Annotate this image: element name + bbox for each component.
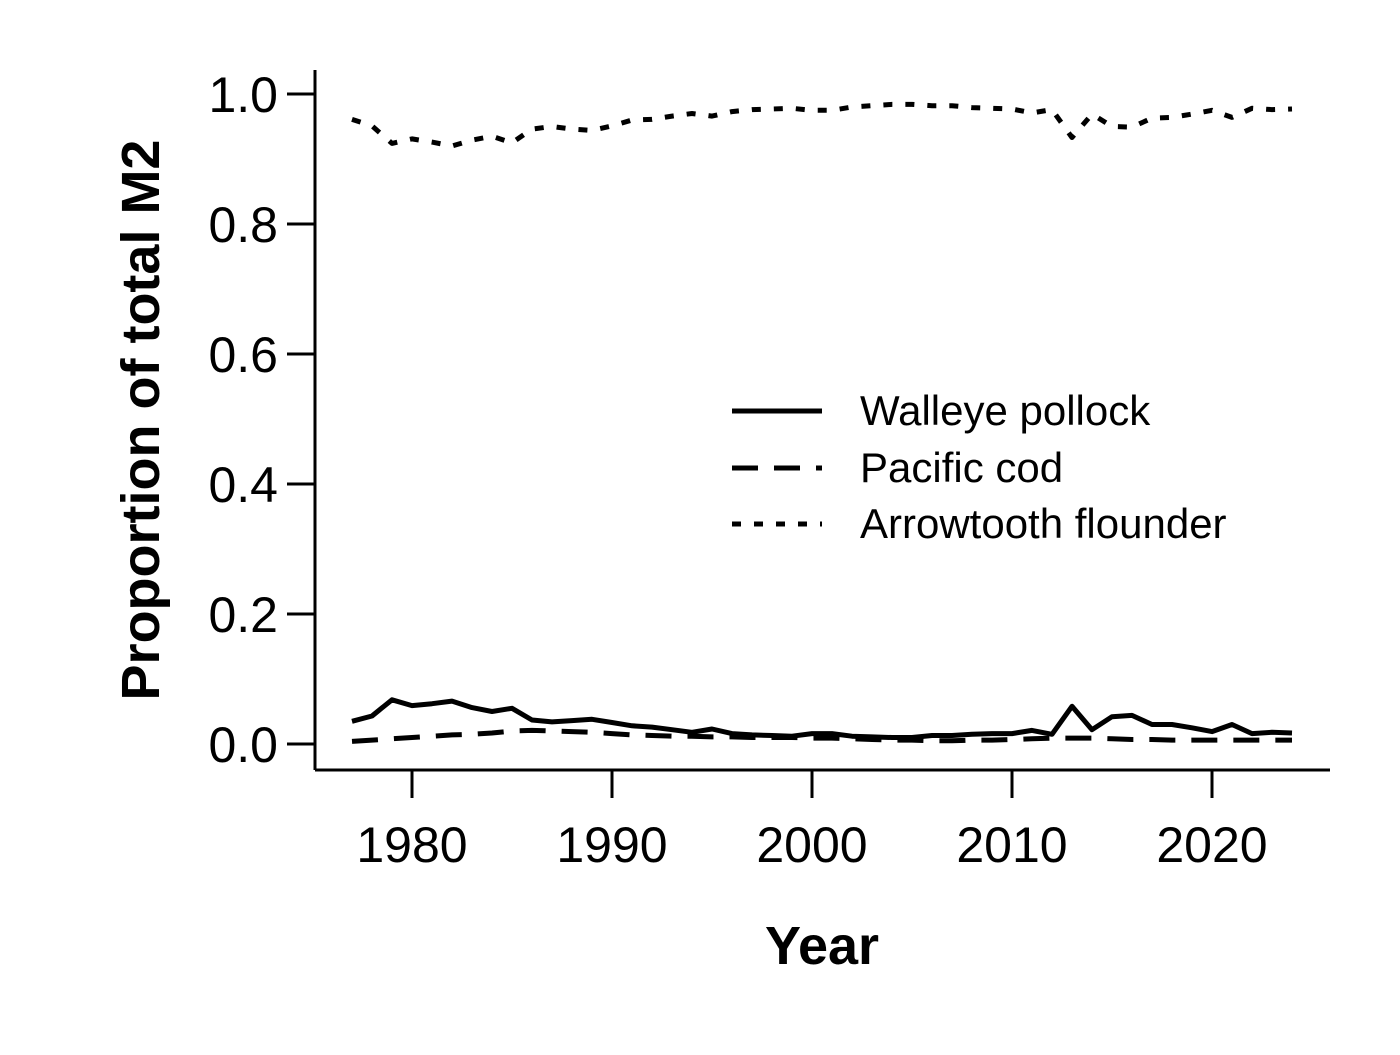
x-tick-label: 2020 (1156, 817, 1267, 873)
y-tick-label: 0.8 (208, 197, 278, 253)
series-line-walleye-pollock (351, 697, 1293, 740)
y-tick-label: 1.0 (208, 67, 278, 123)
legend-label: Walleye pollock (860, 387, 1151, 434)
x-axis-title: Year (765, 916, 879, 976)
x-tick-label: 2010 (956, 817, 1067, 873)
x-tick-label: 1980 (356, 817, 467, 873)
legend-label: Pacific cod (860, 444, 1063, 491)
x-tick-label: 2000 (756, 817, 867, 873)
ticks: 0.0 0.2 0.4 0.6 0.8 1.0 1980 1990 2000 2010 2020 (208, 67, 1267, 873)
series-line-arrowtooth-flounder (351, 101, 1293, 149)
series-line-pacific-cod (351, 727, 1292, 744)
y-axis-title: Proportion of total M2 (111, 140, 171, 701)
y-tick-label: 0.2 (208, 587, 278, 643)
y-tick-label: 0.0 (208, 717, 278, 773)
y-tick-label: 0.6 (208, 327, 278, 383)
axes (313, 70, 1330, 772)
y-tick-label: 0.4 (208, 457, 278, 513)
x-tick-label: 1990 (556, 817, 667, 873)
legend: Walleye pollock Pacific cod Arrowtooth flo… (732, 387, 1227, 547)
legend-label: Arrowtooth flounder (860, 500, 1227, 547)
series-lines (351, 101, 1293, 744)
